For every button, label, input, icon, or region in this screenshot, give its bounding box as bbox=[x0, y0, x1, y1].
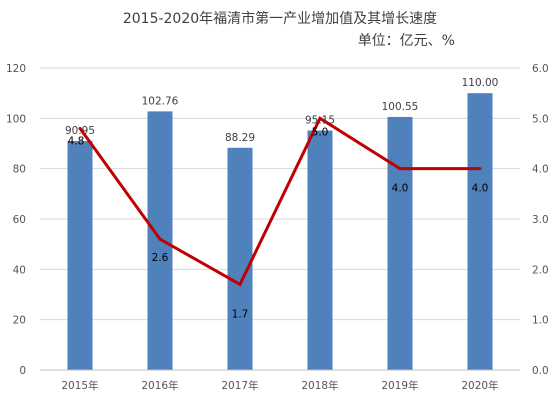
bar-value-label: 88.29 bbox=[225, 132, 255, 144]
y-right-tick-label: 4.0 bbox=[532, 164, 549, 176]
y-right-tick-label: 1.0 bbox=[532, 315, 549, 327]
bar-value-label: 95.15 bbox=[305, 115, 335, 127]
line-value-label: 4.0 bbox=[472, 183, 489, 195]
x-tick-label: 2017年 bbox=[221, 379, 258, 392]
y-right-tick-label: 2.0 bbox=[532, 264, 549, 276]
x-tick-label: 2015年 bbox=[61, 379, 98, 392]
line-value-label: 4.0 bbox=[392, 183, 409, 195]
y-left-tick-label: 60 bbox=[13, 214, 26, 226]
bar-value-label: 102.76 bbox=[142, 95, 179, 107]
bar-value-label: 110.00 bbox=[462, 77, 499, 89]
bar bbox=[67, 141, 93, 370]
chart-title: 2015-2020年福清市第一产业增加值及其增长速度 bbox=[123, 10, 437, 27]
y-left-tick-label: 0 bbox=[19, 365, 26, 377]
x-tick-label: 2020年 bbox=[461, 379, 498, 392]
y-left-tick-label: 80 bbox=[13, 164, 26, 176]
bar-series bbox=[67, 93, 493, 371]
unit-label: 单位：亿元、% bbox=[358, 33, 455, 49]
y-left-tick-label: 100 bbox=[6, 113, 26, 125]
line-point bbox=[78, 126, 82, 130]
gridlines bbox=[40, 67, 520, 321]
data-labels: 90.95 102.76 88.29 95.15 100.55 110.00 4.8 2.6 1… bbox=[65, 77, 498, 320]
bar-value-label: 100.55 bbox=[382, 101, 419, 113]
line-value-label: 4.8 bbox=[68, 135, 85, 147]
line-point bbox=[238, 282, 242, 286]
line-value-label: 1.7 bbox=[232, 308, 249, 320]
y-right-tick-label: 3.0 bbox=[532, 214, 549, 226]
y-right-tick-label: 6.0 bbox=[532, 63, 549, 75]
x-tick-label: 2018年 bbox=[301, 379, 338, 392]
y-left-tick-label: 120 bbox=[6, 63, 26, 75]
x-tick-label: 2019年 bbox=[381, 379, 418, 392]
line-point bbox=[318, 116, 322, 120]
line-series bbox=[78, 116, 482, 287]
y-left-tick-label: 20 bbox=[13, 315, 26, 327]
bar bbox=[227, 147, 253, 370]
y-left-tick-label: 40 bbox=[13, 264, 26, 276]
bar-value-label: 90.95 bbox=[65, 125, 95, 137]
bar bbox=[467, 93, 493, 371]
line-value-label: 2.6 bbox=[152, 252, 169, 264]
line-value-label: 5.0 bbox=[312, 126, 329, 138]
bar bbox=[307, 130, 333, 370]
line-point bbox=[398, 167, 402, 171]
growth-line bbox=[78, 116, 480, 287]
y-right-tick-label: 5.0 bbox=[532, 113, 549, 125]
axes: 0 20 40 60 80 100 120 0.0 1.0 2.0 3.0 4.0 5.0 6.0 2015… bbox=[6, 63, 549, 392]
y-right-tick-label: 0.0 bbox=[532, 365, 549, 377]
line-point bbox=[478, 167, 482, 171]
bar bbox=[387, 116, 413, 371]
line-point bbox=[158, 237, 162, 241]
x-tick-label: 2016年 bbox=[141, 379, 178, 392]
